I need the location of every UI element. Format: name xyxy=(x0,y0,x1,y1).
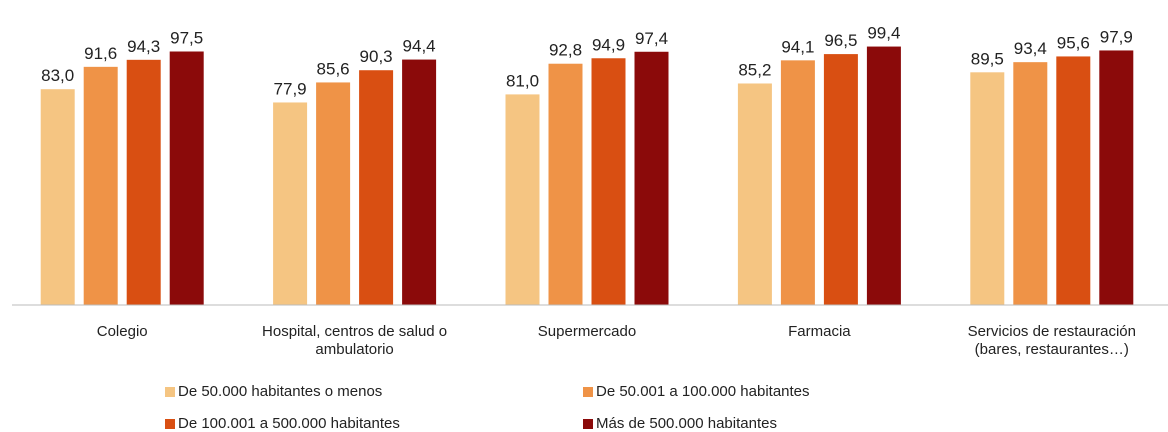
bar xyxy=(359,70,394,305)
value-label: 85,6 xyxy=(317,59,350,78)
bar xyxy=(169,51,204,305)
bar xyxy=(126,59,161,305)
value-label: 81,0 xyxy=(506,71,539,90)
legend-label: De 50.000 habitantes o menos xyxy=(178,383,383,400)
value-label: 93,4 xyxy=(1014,39,1047,58)
bar xyxy=(505,94,540,306)
value-label: 91,6 xyxy=(84,44,117,63)
bar xyxy=(823,54,858,305)
legend-swatch xyxy=(583,418,593,429)
bar xyxy=(40,89,75,305)
bar xyxy=(1099,50,1134,306)
value-label: 95,6 xyxy=(1057,33,1090,52)
value-label: 94,3 xyxy=(127,37,160,56)
bar xyxy=(83,66,118,305)
value-label: 97,5 xyxy=(170,29,203,48)
legend-item: De 50.000 habitantes o menos xyxy=(165,383,382,400)
bar xyxy=(1013,62,1048,305)
legend-item: De 50.001 a 100.000 habitantes xyxy=(583,383,810,400)
value-label: 77,9 xyxy=(274,79,307,98)
value-label: 85,2 xyxy=(738,60,771,79)
bar xyxy=(273,102,308,306)
legend-swatch xyxy=(165,418,175,429)
legend-label: De 100.001 a 500.000 habitantes xyxy=(178,415,400,432)
bar xyxy=(634,51,669,306)
value-label: 92,8 xyxy=(549,41,582,60)
bar xyxy=(548,63,583,305)
value-label: 83,0 xyxy=(41,66,74,85)
legend-swatch xyxy=(165,386,175,397)
value-label: 89,5 xyxy=(971,49,1004,68)
bar xyxy=(402,59,437,306)
bar xyxy=(316,82,351,305)
bar xyxy=(780,60,815,306)
value-label: 99,4 xyxy=(867,24,900,43)
legend-item: Más de 500.000 habitantes xyxy=(583,415,777,432)
value-label: 96,5 xyxy=(824,31,857,50)
value-label: 94,1 xyxy=(781,37,814,56)
bar xyxy=(1056,56,1091,305)
x-tick-label: Farmacia xyxy=(788,323,851,340)
bar xyxy=(970,72,1005,305)
value-label: 94,4 xyxy=(403,37,436,56)
x-tick-label: Servicios de restauración (bares, restau… xyxy=(967,323,1136,358)
legend-item: De 100.001 a 500.000 habitantes xyxy=(165,415,400,432)
value-label: 94,9 xyxy=(592,35,625,54)
x-tick-label: Supermercado xyxy=(537,323,637,340)
legend-swatch xyxy=(583,386,593,397)
value-label: 90,3 xyxy=(360,47,393,66)
bar xyxy=(866,46,901,306)
legend-label: Más de 500.000 habitantes xyxy=(596,415,777,432)
value-label: 97,4 xyxy=(635,29,668,48)
bar xyxy=(591,58,626,306)
value-label: 97,9 xyxy=(1100,27,1133,46)
legend-label: De 50.001 a 100.000 habitantes xyxy=(596,383,810,400)
bar xyxy=(737,83,772,305)
x-tick-label: Colegio xyxy=(96,323,148,340)
x-tick-label: Hospital, centros de salud o ambulatorio xyxy=(262,323,448,358)
